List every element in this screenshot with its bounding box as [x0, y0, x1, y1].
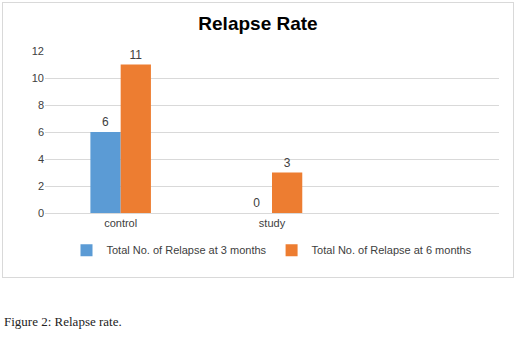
svg-text:Total No. of Relapse at 3 mont: Total No. of Relapse at 3 months [107, 244, 267, 256]
svg-text:0: 0 [38, 207, 44, 219]
svg-text:study: study [259, 217, 286, 229]
svg-text:0: 0 [253, 196, 260, 210]
svg-text:4: 4 [38, 153, 44, 165]
html-text:Figure 2: Relapse rate.: Figure 2: Relapse rate. [4, 314, 122, 329]
svg-text:Relapse Rate: Relapse Rate [198, 13, 317, 34]
svg-text:control: control [104, 217, 137, 229]
svg-text:12: 12 [32, 45, 44, 57]
svg-text:3: 3 [284, 156, 291, 170]
svg-text:11: 11 [129, 48, 142, 62]
svg-text:2: 2 [38, 180, 44, 192]
svg-text:6: 6 [102, 115, 109, 129]
svg-text:10: 10 [32, 72, 44, 84]
svg-text:8: 8 [38, 99, 44, 111]
svg-text:6: 6 [38, 126, 44, 138]
svg-text:Total No. of Relapse at 6 mont: Total No. of Relapse at 6 months [312, 244, 472, 256]
